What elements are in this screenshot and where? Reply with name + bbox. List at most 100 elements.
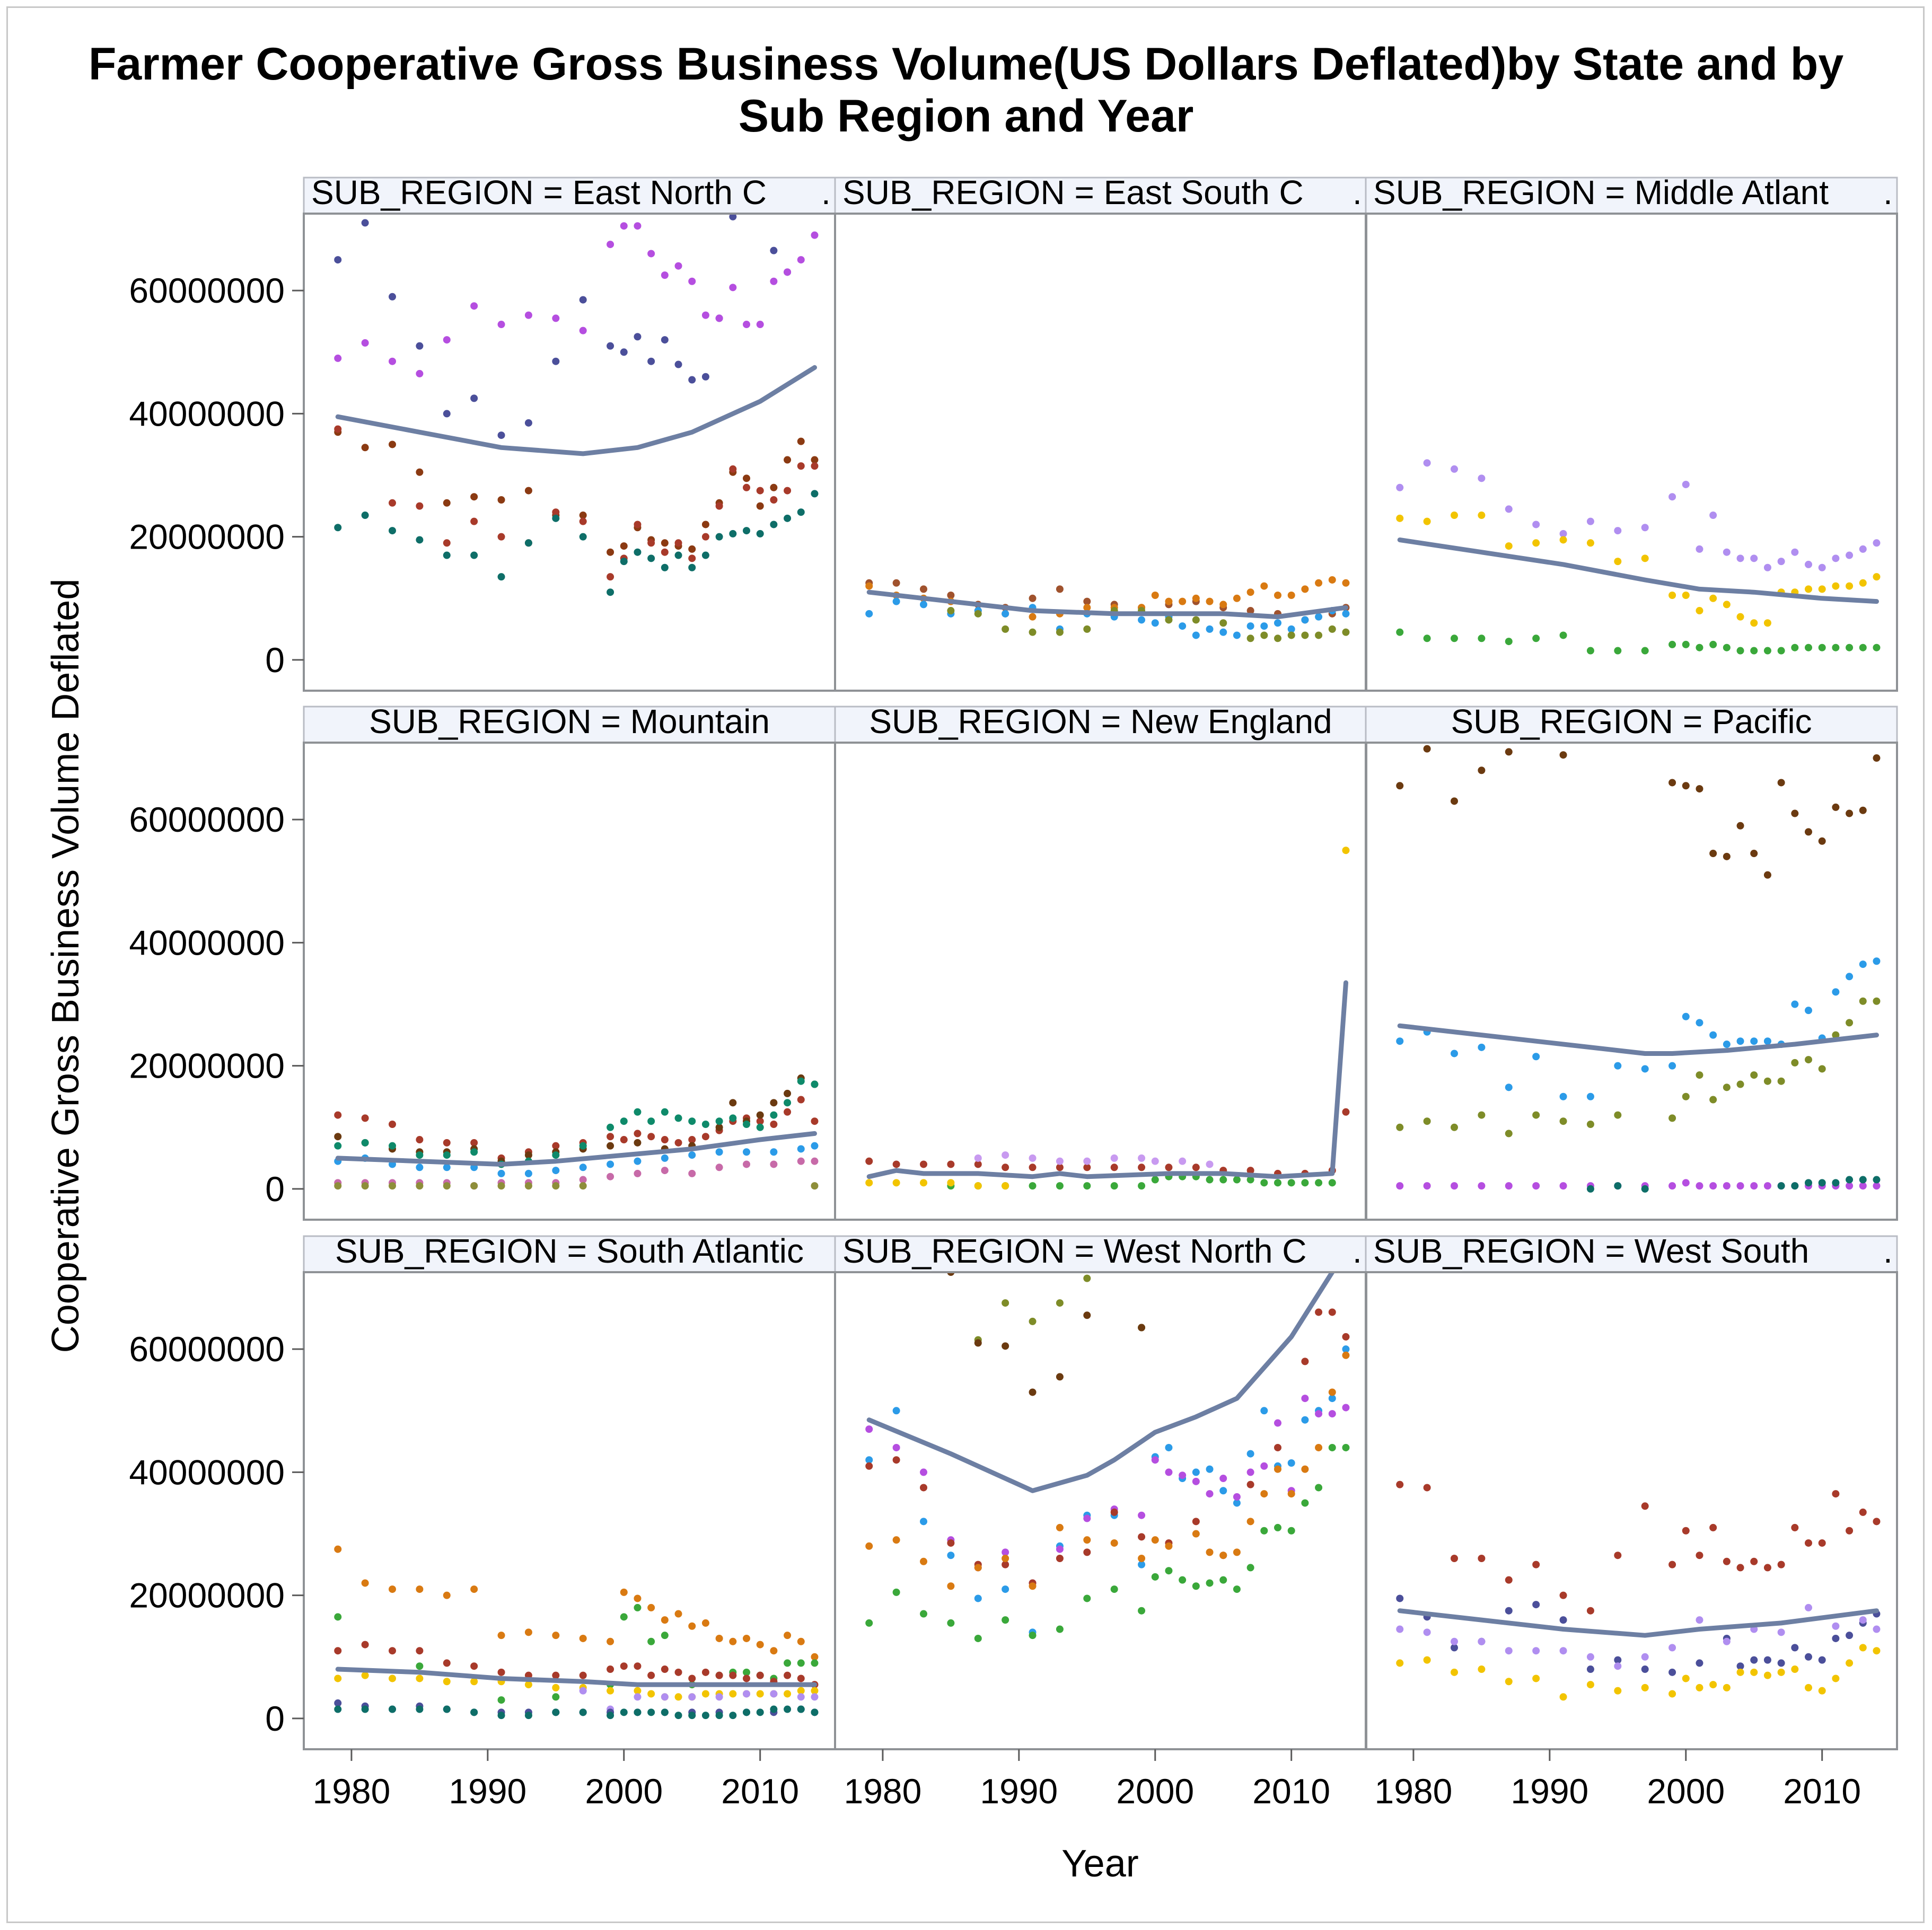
x-axis-label: Year (1061, 1843, 1138, 1885)
data-point (1641, 647, 1649, 655)
data-point (1029, 594, 1037, 602)
panel-border (1365, 1271, 1898, 1750)
data-point (1586, 517, 1594, 525)
panel-plot (334, 214, 819, 596)
data-point (1614, 647, 1622, 655)
data-point (1083, 625, 1091, 633)
data-point (1750, 554, 1758, 562)
chart-title-line: Sub Region and Year (739, 91, 1194, 142)
data-point (1478, 1043, 1486, 1051)
data-point (756, 487, 764, 495)
data-point (334, 1699, 342, 1707)
data-point (674, 1114, 682, 1122)
data-point (497, 321, 505, 329)
data-point (647, 1690, 655, 1698)
panel-6: SUB_REGION = South Atlantic 0 20000000 4000… (129, 1235, 836, 1811)
data-point (470, 1139, 478, 1147)
y-tick-label: 40000000 (129, 394, 285, 433)
data-point (811, 490, 819, 498)
data-point (1614, 558, 1622, 566)
panel-header-ellipsis: . (1883, 173, 1893, 211)
data-point (1750, 1557, 1758, 1565)
data-point (729, 214, 737, 221)
data-point (1532, 1053, 1540, 1061)
data-point (1002, 1182, 1009, 1190)
fit-line (335, 1667, 817, 1687)
data-point (1846, 1019, 1854, 1027)
data-point (1301, 1465, 1309, 1473)
data-point (607, 573, 614, 581)
data-point (661, 336, 669, 344)
data-point (1873, 997, 1881, 1005)
data-point (634, 1662, 642, 1670)
data-point (661, 1708, 669, 1716)
data-point (784, 487, 792, 495)
data-point (715, 1123, 723, 1131)
data-point (1451, 1123, 1458, 1131)
data-point (389, 1705, 396, 1713)
fit-line (866, 589, 1348, 620)
data-point (1505, 1182, 1513, 1190)
data-point (634, 1687, 642, 1695)
data-point (1859, 1182, 1867, 1190)
data-point (620, 1662, 628, 1670)
data-point (1233, 1176, 1241, 1184)
data-point (620, 558, 628, 566)
data-point (1246, 634, 1254, 642)
data-point (334, 1133, 342, 1141)
data-point (579, 327, 587, 334)
data-point (1750, 1071, 1758, 1079)
data-point (1682, 1179, 1690, 1187)
fit-line (335, 1131, 817, 1167)
data-point (715, 1712, 723, 1720)
data-point (552, 1684, 560, 1691)
data-point (1246, 588, 1254, 596)
data-point (1614, 1062, 1622, 1070)
data-point (1301, 1416, 1309, 1424)
data-point (756, 1708, 764, 1716)
fit-line (866, 980, 1348, 1179)
data-point (674, 539, 682, 547)
data-point (811, 1157, 819, 1165)
data-point (1451, 1182, 1458, 1190)
data-point (1532, 1675, 1540, 1682)
data-point (1777, 1628, 1785, 1636)
data-point (1709, 1031, 1717, 1039)
data-point (470, 302, 478, 310)
data-point (1586, 1653, 1594, 1661)
data-point (688, 376, 696, 384)
data-point (1791, 809, 1799, 817)
data-point (661, 1154, 669, 1162)
data-point (1219, 1552, 1227, 1559)
data-point (1179, 1157, 1187, 1165)
data-point (1668, 1114, 1676, 1122)
data-point (1641, 1065, 1649, 1073)
data-point (1451, 465, 1458, 473)
data-point (1342, 1404, 1350, 1412)
data-point (1233, 1499, 1241, 1507)
data-point (688, 1622, 696, 1630)
data-point (1423, 1628, 1431, 1636)
x-tick-label: 2010 (1252, 1772, 1330, 1811)
data-point (647, 1603, 655, 1611)
data-point (361, 444, 369, 452)
data-point (920, 585, 927, 593)
data-point (416, 1136, 424, 1144)
data-point (607, 1687, 614, 1695)
data-point (1859, 545, 1867, 553)
data-point (701, 533, 709, 541)
data-point (1682, 1092, 1690, 1100)
data-point (1165, 1164, 1173, 1171)
data-point (1614, 1111, 1622, 1119)
y-tick-label: 60000000 (129, 1329, 285, 1369)
data-point (797, 1693, 805, 1701)
data-point (892, 1160, 900, 1168)
y-tick-label: 0 (265, 1699, 285, 1738)
data-point (1586, 1681, 1594, 1689)
data-point (1246, 1176, 1254, 1184)
data-point (1859, 579, 1867, 587)
data-point (770, 521, 778, 528)
data-point (1138, 1182, 1146, 1190)
data-point (1423, 459, 1431, 467)
data-point (1559, 1117, 1567, 1125)
